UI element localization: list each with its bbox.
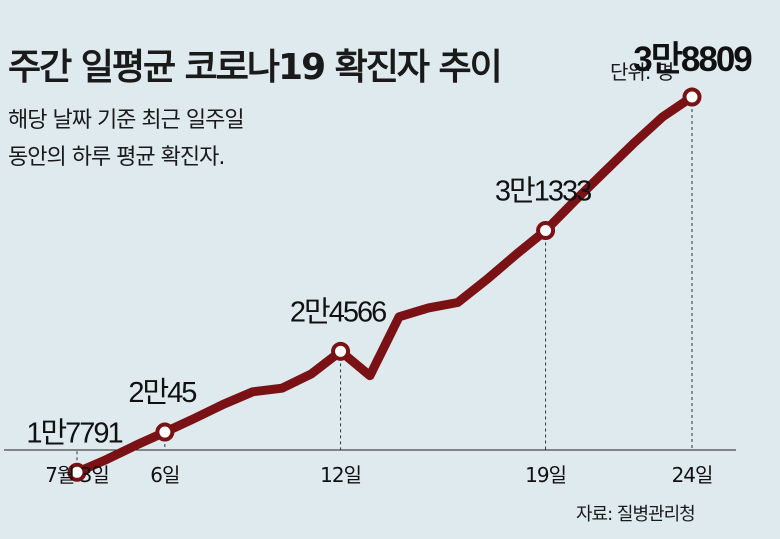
data-label: 3만1333 xyxy=(495,175,591,207)
chart-title: 주간 일평균 코로나19 확진자 추이 xyxy=(8,47,503,88)
data-point xyxy=(536,220,556,240)
data-label: 3만8809 xyxy=(633,40,752,79)
subtitle-line-1: 해당 날짜 기준 최근 일주일 xyxy=(8,108,245,133)
data-label: 2만45 xyxy=(128,377,196,409)
subtitle-line-2: 동안의 하루 평균 확진자. xyxy=(8,145,225,170)
data-point xyxy=(155,422,175,442)
data-point xyxy=(331,341,351,361)
x-tick-label: 19일 xyxy=(525,463,566,487)
x-tick-label: 12일 xyxy=(320,463,361,487)
series-line xyxy=(72,92,697,477)
source-note: 자료: 질병관리청 xyxy=(576,504,696,525)
data-point xyxy=(682,87,702,107)
data-point xyxy=(67,462,87,482)
x-tick-label: 24일 xyxy=(672,463,713,487)
data-label: 2만4566 xyxy=(290,296,386,328)
x-tick-label: 6일 xyxy=(150,463,179,487)
x-tick-label: 7월 3일 xyxy=(45,463,109,487)
unit-label: 단위: 명 xyxy=(610,60,674,84)
data-label: 1만7791 xyxy=(26,417,122,449)
